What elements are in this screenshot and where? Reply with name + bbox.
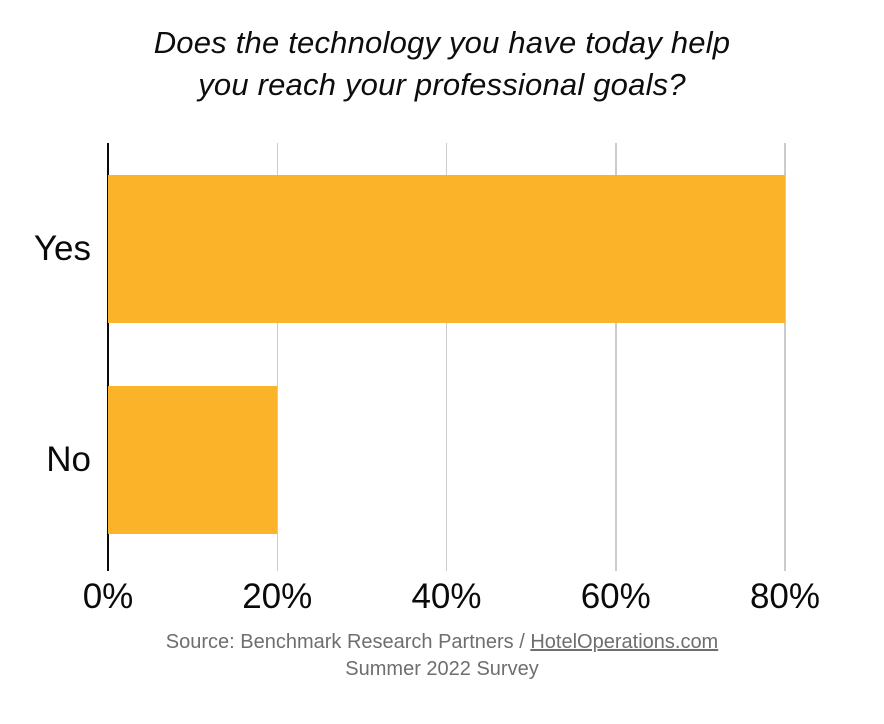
gridline-40pct [445, 143, 448, 571]
x-tick-label-60pct: 60% [580, 577, 651, 616]
y-axis-line [107, 143, 109, 571]
gridline-20pct [276, 143, 278, 571]
x-tick-label-80pct: 80% [749, 577, 821, 616]
plot-area: 0% 20% 40% 60% 80% [83, 143, 820, 615]
source-text: Source: Benchmark Research Partners / [165, 631, 531, 653]
category-label-yes: Yes [33, 228, 91, 268]
x-tick-label-20pct: 20% [242, 577, 313, 616]
chart-title-line1: Does the technology you have today help [153, 25, 731, 60]
chart-title-line2: you reach your professional goals? [198, 67, 686, 102]
source-line2: Summer 2022 Survey [345, 658, 539, 680]
source-caption: Source: Benchmark Research Partners / Ho… [0, 629, 884, 683]
x-tick-label-0pct: 0% [82, 577, 134, 616]
chart-title: Does the technology you have today help … [0, 22, 884, 106]
bar-yes [108, 174, 785, 323]
x-tick-label-40pct: 40% [411, 577, 482, 616]
source-line1: Source: Benchmark Research Partners / Ho… [0, 629, 884, 656]
category-label-no: No [46, 440, 91, 480]
source-link[interactable]: HotelOperations.com [530, 631, 719, 653]
gridline-60pct [615, 143, 617, 571]
bar-no [108, 386, 278, 535]
gridline-80pct [784, 143, 786, 571]
